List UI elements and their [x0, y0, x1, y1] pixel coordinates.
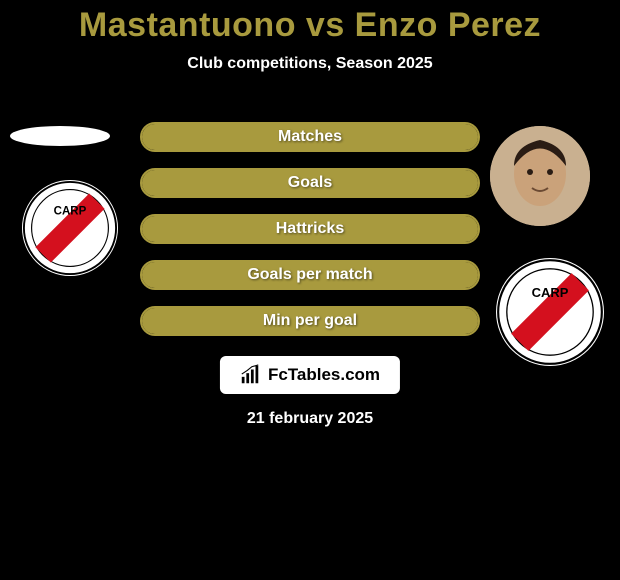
stat-fill-right: [310, 308, 478, 334]
attribution-badge: FcTables.com: [220, 356, 400, 394]
attribution-text: FcTables.com: [268, 365, 380, 385]
player-right-avatar: [490, 126, 590, 226]
svg-text:CARP: CARP: [532, 285, 569, 300]
svg-text:CARP: CARP: [54, 206, 87, 218]
stat-fill-right: [142, 124, 478, 150]
footer-date: 21 february 2025: [0, 410, 620, 428]
player-left-avatar: [10, 126, 110, 146]
stat-fill-right: [142, 216, 478, 242]
stat-bar: 0Goals: [140, 168, 480, 198]
stats-bars: 6Matches 0Goals 0Hattricks Goals per match M…: [140, 122, 480, 352]
stat-bar: Min per goal: [140, 306, 480, 336]
stat-bar: Goals per match: [140, 260, 480, 290]
player-left-crest: CARP: [22, 180, 118, 276]
player-right-crest: CARP: [496, 258, 604, 366]
stat-fill-right: [310, 262, 478, 288]
stat-bar: 6Matches: [140, 122, 480, 152]
barchart-icon: [240, 364, 262, 386]
stat-fill-left: [142, 308, 310, 334]
stat-bar: 0Hattricks: [140, 214, 480, 244]
subtitle: Club competitions, Season 2025: [0, 55, 620, 73]
stat-fill-left: [142, 262, 310, 288]
stat-fill-right: [142, 170, 478, 196]
page-title: Mastantuono vs Enzo Perez: [0, 0, 620, 45]
